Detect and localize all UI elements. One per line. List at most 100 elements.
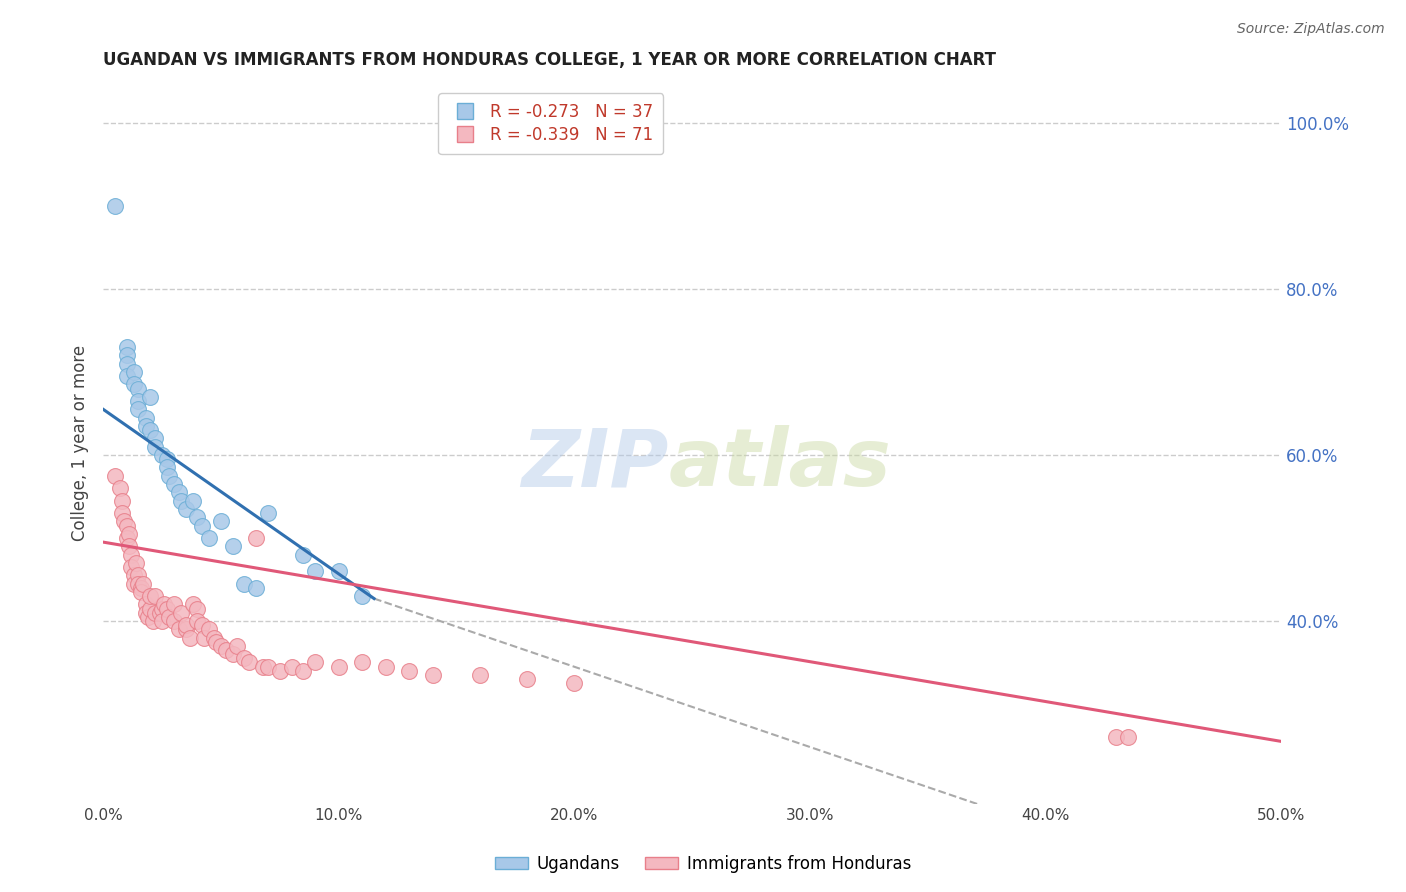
Point bbox=[127, 568, 149, 582]
Point bbox=[111, 493, 134, 508]
Point bbox=[139, 423, 162, 437]
Point bbox=[111, 506, 134, 520]
Point bbox=[118, 526, 141, 541]
Point bbox=[209, 639, 232, 653]
Point bbox=[374, 659, 396, 673]
Point bbox=[292, 548, 315, 562]
Y-axis label: College, 1 year or more: College, 1 year or more bbox=[72, 344, 89, 541]
Point bbox=[132, 576, 155, 591]
Point bbox=[156, 460, 179, 475]
Point bbox=[150, 448, 173, 462]
Legend: R = -0.273   N = 37, R = -0.339   N = 71: R = -0.273 N = 37, R = -0.339 N = 71 bbox=[439, 94, 664, 154]
Point bbox=[422, 668, 444, 682]
Point bbox=[198, 622, 221, 636]
Point bbox=[191, 518, 214, 533]
Point bbox=[516, 672, 538, 686]
Point bbox=[122, 568, 145, 582]
Point bbox=[104, 199, 127, 213]
Point bbox=[135, 606, 157, 620]
Point bbox=[163, 598, 186, 612]
Point bbox=[186, 614, 208, 628]
Point bbox=[115, 531, 138, 545]
Point bbox=[125, 556, 148, 570]
Point bbox=[115, 357, 138, 371]
Point bbox=[143, 431, 166, 445]
Point bbox=[115, 369, 138, 384]
Point bbox=[292, 664, 315, 678]
Point bbox=[186, 601, 208, 615]
Point bbox=[108, 481, 131, 495]
Point bbox=[226, 639, 249, 653]
Point bbox=[214, 643, 236, 657]
Point bbox=[115, 340, 138, 354]
Point bbox=[149, 606, 172, 620]
Point bbox=[122, 576, 145, 591]
Point bbox=[468, 668, 491, 682]
Point bbox=[127, 394, 149, 409]
Point bbox=[1116, 730, 1139, 744]
Point bbox=[328, 564, 350, 578]
Point bbox=[156, 601, 179, 615]
Point bbox=[202, 631, 225, 645]
Point bbox=[142, 614, 165, 628]
Point bbox=[1105, 730, 1128, 744]
Point bbox=[205, 634, 228, 648]
Point bbox=[398, 664, 420, 678]
Point bbox=[257, 506, 280, 520]
Point bbox=[198, 531, 221, 545]
Point bbox=[257, 659, 280, 673]
Point bbox=[139, 589, 162, 603]
Point bbox=[143, 606, 166, 620]
Point bbox=[129, 585, 152, 599]
Text: ZIP: ZIP bbox=[522, 425, 668, 503]
Point bbox=[174, 622, 197, 636]
Point bbox=[191, 618, 214, 632]
Point bbox=[179, 631, 201, 645]
Point bbox=[139, 601, 162, 615]
Point bbox=[115, 348, 138, 362]
Point bbox=[122, 365, 145, 379]
Point bbox=[157, 610, 180, 624]
Legend: Ugandans, Immigrants from Honduras: Ugandans, Immigrants from Honduras bbox=[488, 848, 918, 880]
Point bbox=[181, 598, 204, 612]
Point bbox=[193, 631, 215, 645]
Point bbox=[163, 477, 186, 491]
Point bbox=[150, 601, 173, 615]
Point bbox=[156, 452, 179, 467]
Point bbox=[120, 548, 142, 562]
Point bbox=[104, 468, 127, 483]
Point bbox=[252, 659, 274, 673]
Point bbox=[174, 618, 197, 632]
Point bbox=[167, 485, 190, 500]
Point bbox=[562, 676, 585, 690]
Point bbox=[233, 651, 256, 665]
Point bbox=[186, 510, 208, 524]
Point bbox=[135, 598, 157, 612]
Point bbox=[150, 614, 173, 628]
Point bbox=[170, 493, 193, 508]
Point bbox=[174, 502, 197, 516]
Point bbox=[209, 514, 232, 528]
Point bbox=[170, 606, 193, 620]
Point bbox=[352, 589, 374, 603]
Point bbox=[269, 664, 291, 678]
Point bbox=[238, 656, 260, 670]
Point bbox=[127, 576, 149, 591]
Point bbox=[153, 598, 176, 612]
Point bbox=[245, 581, 267, 595]
Point bbox=[245, 531, 267, 545]
Point bbox=[280, 659, 302, 673]
Point bbox=[135, 410, 157, 425]
Text: atlas: atlas bbox=[668, 425, 891, 503]
Point bbox=[143, 589, 166, 603]
Point bbox=[135, 418, 157, 433]
Point bbox=[181, 493, 204, 508]
Point bbox=[127, 382, 149, 396]
Text: UGANDAN VS IMMIGRANTS FROM HONDURAS COLLEGE, 1 YEAR OR MORE CORRELATION CHART: UGANDAN VS IMMIGRANTS FROM HONDURAS COLL… bbox=[103, 51, 995, 69]
Point bbox=[127, 402, 149, 417]
Point bbox=[115, 518, 138, 533]
Point bbox=[120, 560, 142, 574]
Point bbox=[118, 539, 141, 553]
Point bbox=[233, 576, 256, 591]
Point bbox=[139, 390, 162, 404]
